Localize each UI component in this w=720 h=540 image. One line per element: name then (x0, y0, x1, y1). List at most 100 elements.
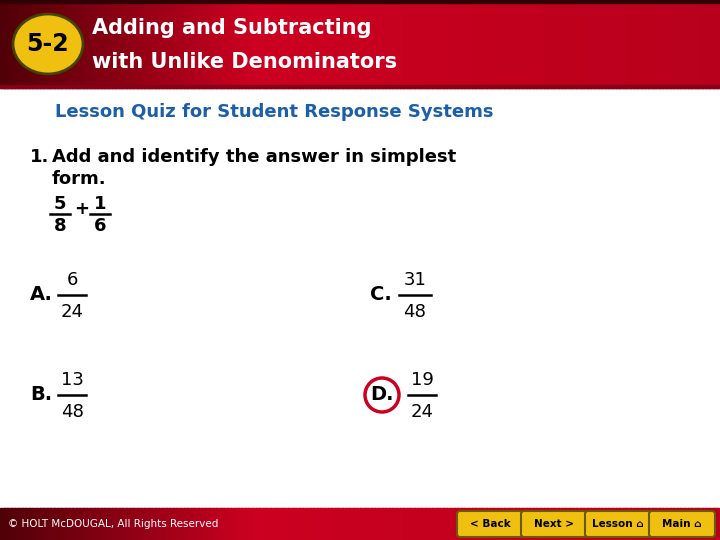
Bar (335, 0, 339, 88)
Bar (551, 0, 555, 88)
Text: 1: 1 (94, 195, 107, 213)
Bar (155, 508, 159, 540)
Bar (396, 508, 400, 540)
Bar (598, 508, 602, 540)
Bar (166, 508, 170, 540)
Bar (608, 0, 613, 88)
Bar (673, 0, 678, 88)
Bar (432, 508, 436, 540)
Bar (166, 0, 170, 88)
FancyBboxPatch shape (521, 511, 587, 537)
Bar (522, 0, 526, 88)
Bar (158, 0, 163, 88)
Bar (25, 0, 30, 88)
Bar (630, 508, 634, 540)
Text: 5: 5 (54, 195, 66, 213)
Bar (482, 0, 487, 88)
Bar (32, 0, 37, 88)
Bar (270, 508, 274, 540)
Bar (356, 508, 361, 540)
Bar (83, 0, 87, 88)
Bar (490, 508, 494, 540)
Bar (223, 0, 228, 88)
Bar (349, 0, 354, 88)
Bar (245, 0, 249, 88)
Bar (126, 508, 130, 540)
Bar (50, 508, 55, 540)
Bar (659, 0, 663, 88)
Bar (184, 508, 188, 540)
Bar (209, 0, 213, 88)
Bar (702, 508, 706, 540)
Bar (522, 508, 526, 540)
Bar (450, 508, 454, 540)
Bar (230, 0, 235, 88)
Bar (533, 508, 537, 540)
Bar (115, 0, 120, 88)
Bar (331, 0, 336, 88)
Bar (331, 508, 336, 540)
Bar (137, 0, 141, 88)
Bar (263, 0, 267, 88)
Bar (32, 508, 37, 540)
Bar (655, 508, 660, 540)
Bar (43, 0, 48, 88)
Bar (40, 508, 44, 540)
Bar (425, 0, 429, 88)
Bar (371, 0, 375, 88)
Text: 1.: 1. (30, 148, 50, 166)
Bar (353, 0, 357, 88)
Bar (666, 0, 670, 88)
Bar (252, 0, 256, 88)
Bar (148, 0, 152, 88)
Bar (90, 508, 94, 540)
Bar (205, 0, 210, 88)
Bar (612, 0, 616, 88)
Bar (130, 508, 134, 540)
Bar (619, 508, 624, 540)
Bar (54, 0, 58, 88)
Bar (310, 508, 314, 540)
Bar (86, 508, 91, 540)
Bar (90, 0, 94, 88)
Bar (500, 508, 505, 540)
Bar (205, 508, 210, 540)
Bar (439, 508, 444, 540)
Bar (475, 508, 480, 540)
Bar (382, 0, 386, 88)
Bar (72, 0, 76, 88)
Bar (396, 0, 400, 88)
FancyBboxPatch shape (585, 511, 651, 537)
Bar (220, 0, 224, 88)
Bar (716, 508, 720, 540)
Bar (119, 0, 123, 88)
Bar (40, 0, 44, 88)
Bar (342, 508, 346, 540)
Bar (346, 508, 350, 540)
Bar (648, 0, 652, 88)
Bar (544, 0, 548, 88)
Bar (277, 508, 282, 540)
Bar (605, 508, 609, 540)
Bar (421, 508, 426, 540)
Bar (619, 0, 624, 88)
Text: 13: 13 (60, 371, 84, 389)
Bar (288, 508, 292, 540)
Bar (284, 508, 289, 540)
Bar (652, 0, 656, 88)
Bar (360, 508, 364, 540)
Bar (356, 0, 361, 88)
Bar (104, 0, 109, 88)
Bar (479, 0, 483, 88)
Bar (180, 508, 184, 540)
Bar (688, 0, 692, 88)
Bar (634, 0, 638, 88)
Bar (400, 0, 404, 88)
Bar (295, 0, 300, 88)
Bar (0, 508, 4, 540)
Text: +: + (74, 200, 89, 218)
Bar (284, 0, 289, 88)
Bar (68, 0, 73, 88)
Bar (320, 0, 325, 88)
Bar (256, 508, 260, 540)
